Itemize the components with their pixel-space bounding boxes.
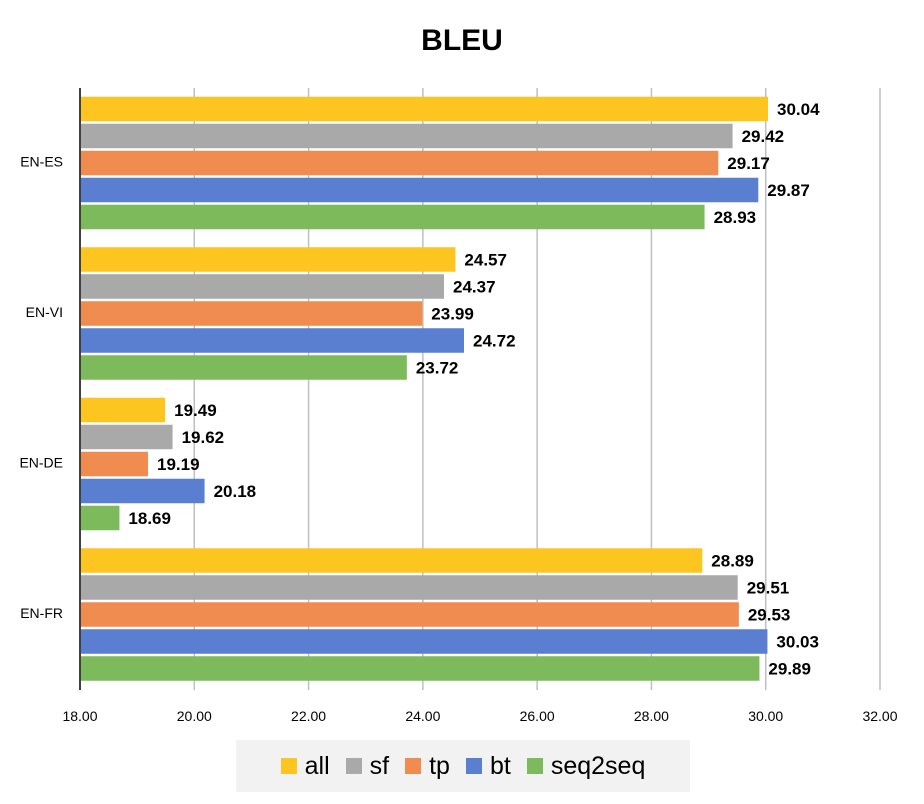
data-label: 23.72 <box>416 359 459 378</box>
bar-seq2seq <box>80 656 760 681</box>
x-tick-label: 26.00 <box>520 708 555 724</box>
bar-seq2seq <box>80 204 705 230</box>
data-label: 29.51 <box>747 579 790 598</box>
bar-bt <box>80 478 205 504</box>
bar-seq2seq <box>80 355 407 380</box>
data-label: 20.18 <box>214 482 257 501</box>
bar-tp <box>80 451 148 477</box>
category-label: EN-DE <box>19 454 63 470</box>
x-tick-label: 24.00 <box>405 708 440 724</box>
legend-item-seq2seq: seq2seq <box>526 751 646 781</box>
data-label: 29.42 <box>742 127 785 146</box>
category-label: EN-ES <box>20 153 63 169</box>
data-label: 29.53 <box>748 606 791 625</box>
data-label: 29.87 <box>767 181 810 200</box>
labels: 18.00 20.00 22.00 24.00 26.00 28.00 30.00 32.00… <box>19 100 897 724</box>
legend-label: tp <box>429 751 450 780</box>
bar-bt <box>80 629 768 654</box>
data-label: 28.93 <box>714 208 757 227</box>
legend-swatch <box>526 758 543 774</box>
legend-item-all: all <box>280 751 330 781</box>
data-label: 28.89 <box>711 552 754 571</box>
chart-title: BLEU <box>421 24 503 57</box>
bar-bt <box>80 177 759 203</box>
data-label: 24.72 <box>473 332 516 351</box>
bar-sf <box>80 424 173 450</box>
bar-bt <box>80 328 464 353</box>
bar-all <box>80 247 456 272</box>
bar-tp <box>80 602 739 627</box>
data-label: 19.62 <box>182 428 225 447</box>
bar-chart: 18.00 20.00 22.00 24.00 26.00 28.00 30.00 32.00… <box>19 88 898 724</box>
x-tick-label: 28.00 <box>634 708 669 724</box>
bar-tp <box>80 150 719 176</box>
data-label: 19.49 <box>174 401 217 420</box>
legend-label: all <box>304 751 330 780</box>
legend-swatch <box>345 758 362 774</box>
legend-label: seq2seq <box>550 751 646 780</box>
x-tick-label: 32.00 <box>862 708 897 724</box>
x-tick-label: 18.00 <box>62 708 97 724</box>
x-tick-label: 22.00 <box>291 708 326 724</box>
bars <box>80 96 768 681</box>
x-tick-label: 20.00 <box>177 708 212 724</box>
bar-all <box>80 548 703 573</box>
data-label: 18.69 <box>128 509 171 528</box>
legend: all sf tp bt seq2seq <box>236 740 690 792</box>
data-label: 24.37 <box>453 278 496 297</box>
legend-swatch <box>280 758 297 774</box>
legend-swatch <box>405 758 422 774</box>
legend-swatch <box>465 758 482 774</box>
x-tick-label: 30.00 <box>748 708 783 724</box>
bar-all <box>80 397 166 423</box>
data-label: 30.04 <box>777 100 820 119</box>
bar-sf <box>80 575 738 600</box>
bar-seq2seq <box>80 505 120 531</box>
data-label: 29.17 <box>727 154 770 173</box>
category-label: EN-FR <box>20 605 63 621</box>
data-label: 24.57 <box>464 251 507 270</box>
data-label: 19.19 <box>157 455 200 474</box>
legend-item-tp: tp <box>405 752 450 781</box>
bar-all <box>80 96 768 122</box>
legend-label: bt <box>489 751 511 780</box>
bar-sf <box>80 274 444 299</box>
data-label: 29.89 <box>768 660 811 679</box>
category-label: EN-VI <box>26 304 63 320</box>
legend-item-sf: sf <box>345 751 390 781</box>
legend-label: sf <box>369 751 390 780</box>
bar-tp <box>80 301 423 326</box>
data-label: 23.99 <box>431 305 474 324</box>
legend-item-bt: bt <box>465 751 511 781</box>
bar-sf <box>80 123 733 149</box>
data-label: 30.03 <box>776 633 819 652</box>
